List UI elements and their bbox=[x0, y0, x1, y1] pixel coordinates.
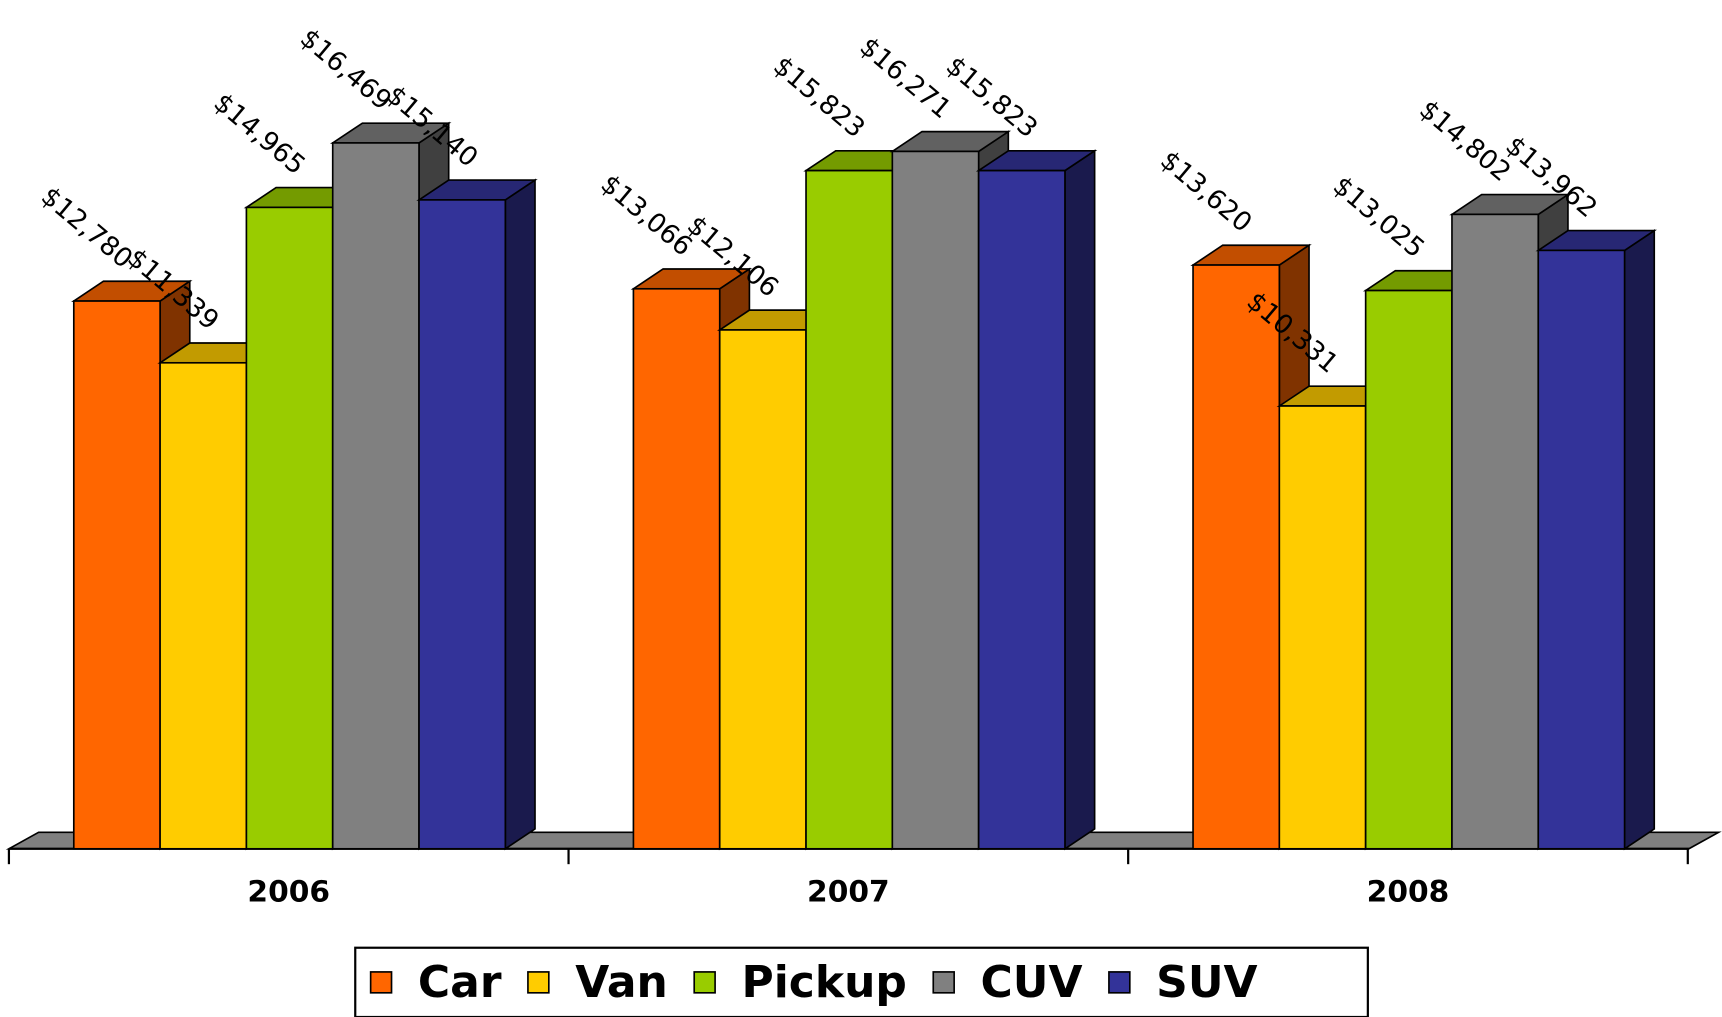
bar-side bbox=[504, 178, 536, 851]
legend-swatch bbox=[369, 971, 393, 994]
value-label: $15,823 bbox=[940, 51, 1043, 144]
bar bbox=[632, 287, 721, 850]
value-label: $14,802 bbox=[1413, 95, 1516, 188]
legend-label: Pickup bbox=[741, 957, 906, 1008]
bar bbox=[805, 169, 894, 850]
bar bbox=[977, 169, 1066, 850]
bar bbox=[1364, 289, 1453, 850]
value-label: $16,271 bbox=[854, 32, 957, 125]
bar bbox=[159, 361, 248, 850]
bar bbox=[1278, 405, 1367, 850]
legend-swatch bbox=[693, 971, 716, 994]
legend-swatch bbox=[1108, 971, 1131, 994]
value-label: $13,066 bbox=[595, 169, 698, 262]
value-label: $13,025 bbox=[1327, 171, 1430, 264]
legend-swatch bbox=[527, 971, 550, 994]
bar bbox=[1451, 213, 1540, 850]
legend-label: Car bbox=[418, 957, 502, 1008]
value-label: $12,780 bbox=[35, 182, 138, 275]
legend-box bbox=[354, 946, 1369, 1017]
bar bbox=[1537, 249, 1626, 850]
legend-label: Van bbox=[575, 957, 668, 1008]
value-label: $13,620 bbox=[1154, 146, 1257, 239]
bar bbox=[418, 199, 507, 850]
bar bbox=[1192, 264, 1281, 850]
legend-swatch bbox=[932, 971, 955, 994]
value-label: $14,965 bbox=[208, 88, 311, 181]
x-tick-label: 2006 bbox=[247, 874, 330, 909]
x-tick-label: 2007 bbox=[807, 874, 890, 909]
bar bbox=[245, 206, 334, 850]
bar bbox=[331, 142, 420, 850]
bar-side bbox=[1064, 149, 1096, 851]
x-tick-label: 2008 bbox=[1367, 874, 1450, 909]
value-label: $15,823 bbox=[767, 51, 870, 144]
bar bbox=[72, 300, 161, 850]
bar bbox=[891, 150, 980, 850]
legend-label: SUV bbox=[1156, 957, 1257, 1008]
bar bbox=[718, 329, 807, 850]
legend-label: CUV bbox=[981, 957, 1083, 1008]
bar-side bbox=[1623, 229, 1656, 851]
